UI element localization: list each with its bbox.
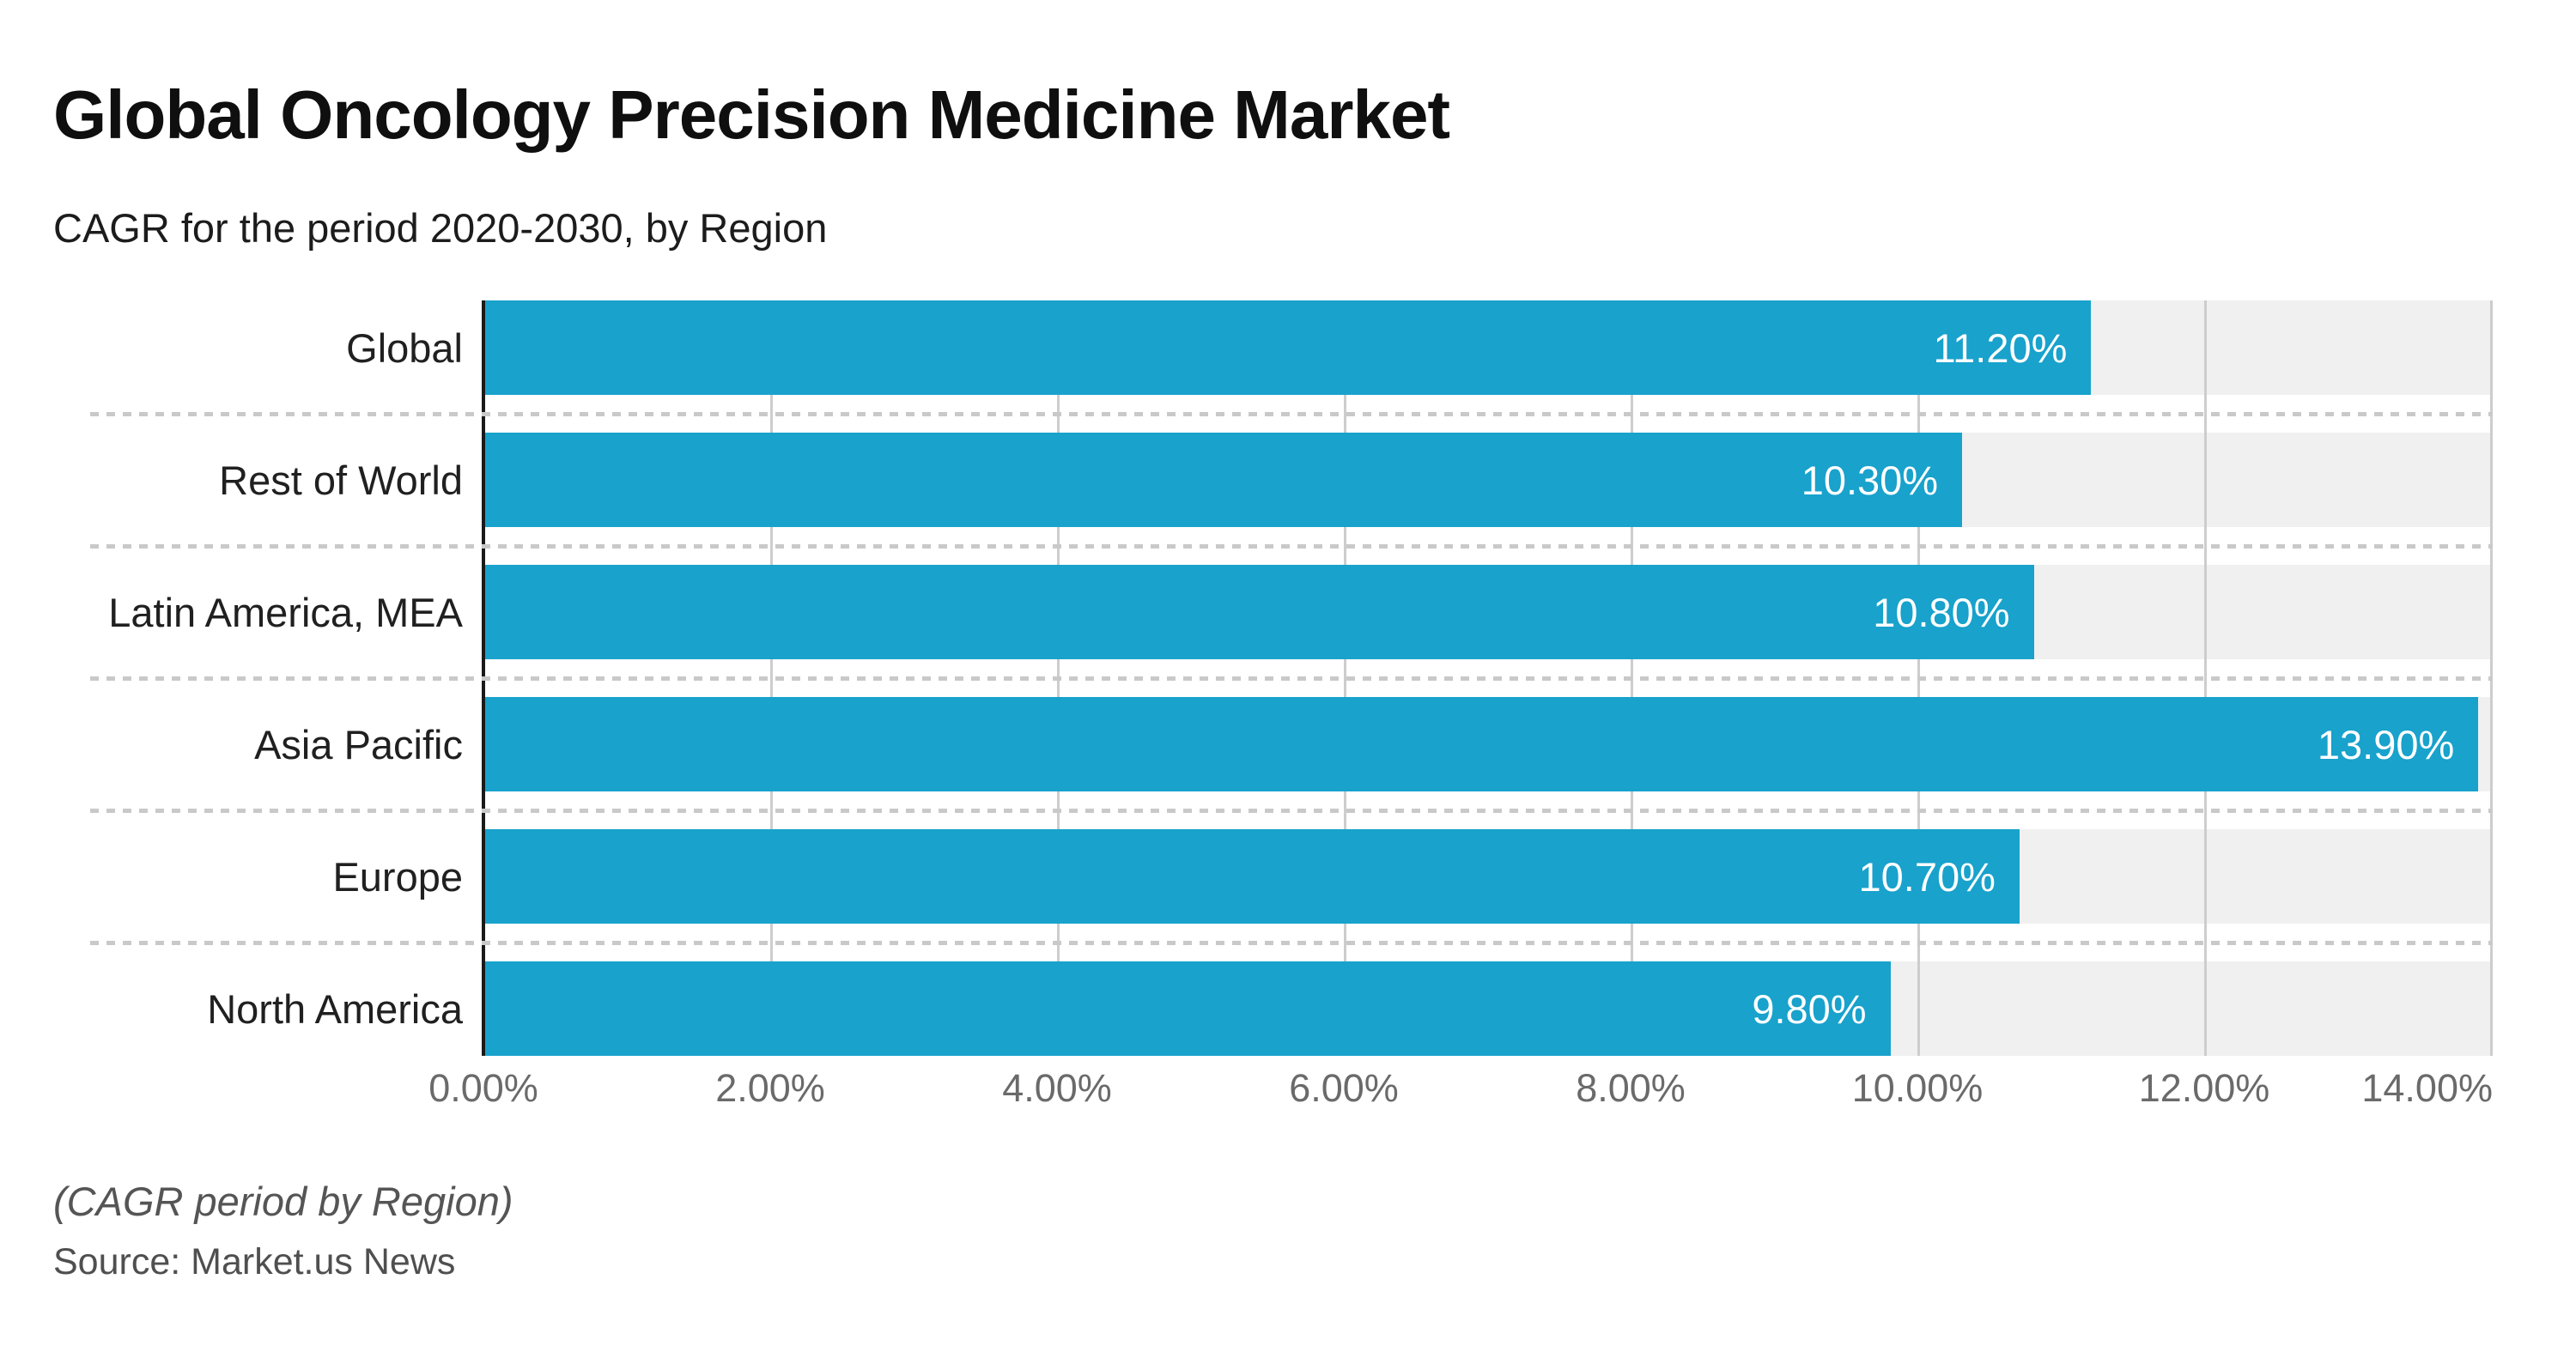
bar-track: 10.80% — [485, 565, 2493, 659]
chart-title: Global Oncology Precision Medicine Marke… — [53, 76, 1450, 153]
bar-track: 9.80% — [485, 961, 2493, 1056]
row-separator — [90, 676, 2493, 681]
row-separator — [90, 809, 2493, 813]
x-axis-tick-label: 0.00% — [428, 1066, 538, 1110]
bar-row: Rest of World 10.30% — [52, 433, 2493, 527]
row-separator — [90, 544, 2493, 549]
bar-value-label: 10.70% — [1858, 853, 1996, 900]
bar-chart: Global 11.20% Rest of World 10.30% Latin Ame… — [52, 300, 2493, 1110]
source-credit: Source: Market.us News — [53, 1241, 456, 1282]
bar-row: Europe 10.70% — [52, 829, 2493, 924]
category-label: Rest of World — [219, 457, 463, 503]
bar: 11.20% — [485, 300, 2092, 395]
x-axis-tick-label: 10.00% — [1851, 1066, 1984, 1110]
category-label: Europe — [332, 853, 463, 900]
bar: 10.80% — [485, 565, 2034, 659]
bar-value-label: 10.80% — [1873, 589, 2010, 635]
bar-rows: Global 11.20% Rest of World 10.30% Latin Ame… — [52, 300, 2493, 1056]
category-label: Global — [346, 324, 463, 371]
bar-row: Asia Pacific 13.90% — [52, 697, 2493, 791]
category-label: North America — [207, 985, 463, 1032]
bar: 10.70% — [485, 829, 2020, 924]
bar-value-label: 11.20% — [1933, 324, 2068, 371]
bar-row: Latin America, MEA 10.80% — [52, 565, 2493, 659]
chart-footnote: (CAGR period by Region) — [53, 1179, 513, 1224]
x-axis-tick-label: 8.00% — [1576, 1066, 1686, 1110]
bar-track: 10.70% — [485, 829, 2493, 924]
bar-track: 11.20% — [485, 300, 2493, 395]
row-separator — [90, 941, 2493, 945]
bar-row: Global 11.20% — [52, 300, 2493, 395]
x-axis-tick-label: 12.00% — [2138, 1066, 2270, 1110]
bar-value-label: 9.80% — [1752, 985, 1867, 1032]
bar-row: North America 9.80% — [52, 961, 2493, 1056]
bar-track: 13.90% — [485, 697, 2493, 791]
x-axis-tick-label: 2.00% — [715, 1066, 825, 1110]
row-separator — [90, 412, 2493, 416]
bar: 9.80% — [485, 961, 1891, 1056]
chart-subtitle: CAGR for the period 2020-2030, by Region — [53, 205, 828, 251]
category-label: Latin America, MEA — [108, 589, 463, 635]
bar: 10.30% — [485, 433, 1963, 527]
bar-value-label: 13.90% — [2317, 721, 2455, 767]
bar-value-label: 10.30% — [1801, 457, 1939, 503]
bar-track: 10.30% — [485, 433, 2493, 527]
x-axis-tick-label: 14.00% — [2361, 1066, 2493, 1110]
category-label: Asia Pacific — [254, 721, 463, 767]
bar: 13.90% — [485, 697, 2479, 791]
x-axis-tick-label: 6.00% — [1289, 1066, 1399, 1110]
x-axis-tick-label: 4.00% — [1002, 1066, 1112, 1110]
